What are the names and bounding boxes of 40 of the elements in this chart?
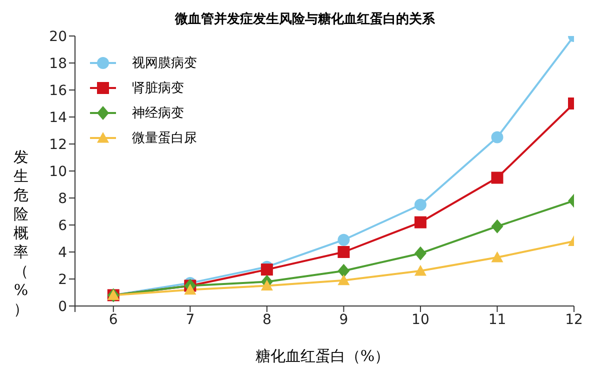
y-tick-label: 0 bbox=[58, 298, 67, 315]
legend-label: 微量蛋白尿 bbox=[132, 130, 197, 146]
x-tick-label: 6 bbox=[108, 312, 118, 328]
point bbox=[338, 234, 350, 246]
y-tick-label: 2 bbox=[58, 272, 67, 288]
point bbox=[414, 264, 426, 276]
point bbox=[338, 264, 350, 278]
text: 发生危险概率（%） bbox=[14, 148, 28, 318]
y-tick-label: 18 bbox=[49, 56, 67, 72]
legend-label: 神经病变 bbox=[132, 104, 184, 122]
y-tick-label: 20 bbox=[49, 28, 67, 45]
y-tick-label: 8 bbox=[58, 190, 67, 207]
x-axis-title: 糖化血红蛋白（%） bbox=[254, 347, 391, 366]
x-tick-label: 11 bbox=[488, 312, 506, 328]
point bbox=[184, 284, 196, 295]
y-tick-label: 14 bbox=[49, 110, 68, 126]
point bbox=[491, 219, 504, 234]
point bbox=[414, 216, 426, 228]
point bbox=[260, 280, 273, 291]
x-tick-label: 12 bbox=[565, 312, 583, 328]
point bbox=[414, 246, 426, 260]
y-tick-label: 6 bbox=[58, 218, 68, 234]
point bbox=[491, 172, 504, 184]
point bbox=[338, 274, 350, 286]
x-tick-label: 9 bbox=[339, 312, 348, 328]
point bbox=[491, 131, 504, 144]
y-tick-label: 4 bbox=[58, 244, 68, 261]
point bbox=[491, 251, 504, 262]
legend-label: 视网膜病变 bbox=[132, 54, 197, 72]
x-tick-label: 10 bbox=[412, 312, 430, 328]
y-tick-label: 16 bbox=[49, 82, 68, 99]
chart-title: 微血管并发症发生风险与糖化血红蛋白的关系 bbox=[174, 10, 436, 28]
point bbox=[414, 198, 426, 211]
point bbox=[338, 246, 350, 258]
y-tick-label: 10 bbox=[49, 164, 67, 180]
point bbox=[260, 264, 273, 276]
y-tick-label: 12 bbox=[49, 136, 67, 153]
x-tick-label: 7 bbox=[186, 312, 195, 328]
x-tick-label: 8 bbox=[262, 312, 272, 328]
legend-label: 肾脏病变 bbox=[132, 80, 184, 96]
